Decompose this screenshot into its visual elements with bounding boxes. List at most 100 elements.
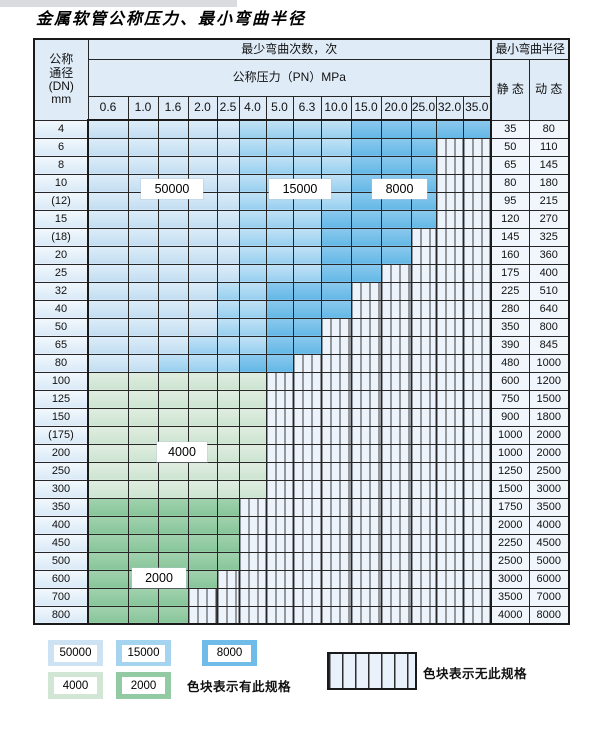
static-radius-cell: 350	[490, 317, 530, 337]
spec-cell-15000	[238, 263, 267, 283]
no-spec-cell	[292, 389, 322, 409]
no-spec-cell	[350, 461, 382, 481]
radius-header: 最小弯曲半径	[490, 38, 570, 60]
dynamic-radius-cell: 4000	[528, 515, 570, 535]
spec-cell-50000	[127, 155, 159, 175]
spec-cell-4000	[127, 407, 159, 427]
spec-cell-8000	[265, 353, 294, 373]
spec-cell-4000	[216, 461, 240, 481]
table-row: 700 3500 7000	[33, 587, 570, 607]
spec-cell-15000	[265, 227, 294, 247]
no-spec-cell	[462, 533, 492, 553]
no-spec-cell	[410, 389, 437, 409]
dynamic-radius-cell: 270	[528, 209, 570, 229]
no-spec-cell	[350, 551, 382, 571]
static-radius-cell: 480	[490, 353, 530, 373]
no-spec-cell	[380, 515, 412, 535]
cycle-label-15000: 15000	[269, 179, 331, 199]
spec-cell-2000	[87, 587, 129, 607]
no-spec-cell	[410, 407, 437, 427]
static-radius-cell: 95	[490, 191, 530, 211]
spec-cell-50000	[187, 119, 218, 139]
spec-cell-4000	[216, 389, 240, 409]
no-spec-cell	[410, 515, 437, 535]
spec-cell-8000	[380, 209, 412, 229]
spec-cell-2000	[127, 605, 159, 625]
static-radius-cell: 50	[490, 137, 530, 157]
spec-cell-50000	[216, 155, 240, 175]
dn-cell: 700	[33, 587, 89, 607]
no-spec-cell	[435, 587, 464, 607]
spec-cell-8000	[380, 227, 412, 247]
no-spec-cell	[265, 515, 294, 535]
no-spec-cell	[320, 497, 352, 517]
static-radius-cell: 1750	[490, 497, 530, 517]
no-spec-cell	[410, 317, 437, 337]
spec-cell-8000	[380, 245, 412, 265]
legend-no-spec-swatch	[327, 652, 417, 690]
table-row: 40 280 640	[33, 299, 570, 319]
cycle-label-50000: 50000	[141, 179, 203, 199]
spec-cell-50000	[216, 119, 240, 139]
static-radius-cell: 900	[490, 407, 530, 427]
no-spec-cell	[350, 497, 382, 517]
no-spec-cell	[380, 587, 412, 607]
spec-cell-50000	[216, 173, 240, 193]
no-spec-cell	[292, 443, 322, 463]
spec-cell-50000	[157, 119, 189, 139]
no-spec-cell	[435, 155, 464, 175]
spec-cell-50000	[87, 191, 129, 211]
spec-cell-2000	[216, 497, 240, 517]
legend-available-text: 色块表示有此规格	[187, 680, 292, 694]
dynamic-radius-cell: 8000	[528, 605, 570, 625]
table-row: 80 480 1000	[33, 353, 570, 373]
spec-cell-4000	[238, 443, 267, 463]
no-spec-cell	[435, 389, 464, 409]
spec-cell-8000	[265, 335, 294, 355]
no-spec-cell	[435, 533, 464, 553]
spec-cell-50000	[216, 137, 240, 157]
no-spec-cell	[265, 587, 294, 607]
dn-cell: 125	[33, 389, 89, 409]
spec-cell-4000	[157, 479, 189, 499]
no-spec-cell	[265, 407, 294, 427]
dynamic-header: 动 态	[528, 58, 570, 121]
static-radius-cell: 35	[490, 119, 530, 139]
spec-cell-8000	[265, 299, 294, 319]
table-row: 25 175 400	[33, 263, 570, 283]
dn-cell: (175)	[33, 425, 89, 445]
no-spec-cell	[435, 551, 464, 571]
table-body: 4 35 80 6 50 110 8 65 145 10 80 180 (12) 95 215 15 120 27…	[33, 119, 570, 625]
dn-cell: 20	[33, 245, 89, 265]
spec-cell-15000	[292, 227, 322, 247]
no-spec-cell	[410, 227, 437, 247]
no-spec-cell	[380, 335, 412, 355]
spec-cell-15000	[320, 137, 352, 157]
no-spec-cell	[410, 281, 437, 301]
spec-cell-50000	[127, 317, 159, 337]
spec-cell-50000	[127, 299, 159, 319]
static-radius-cell: 4000	[490, 605, 530, 625]
table-row: 100 600 1200	[33, 371, 570, 391]
no-spec-cell	[265, 461, 294, 481]
no-spec-cell	[187, 587, 218, 607]
spec-cell-8000	[350, 263, 382, 283]
spec-cell-2000	[127, 587, 159, 607]
spec-cell-15000	[187, 335, 218, 355]
dynamic-radius-cell: 845	[528, 335, 570, 355]
spec-cell-2000	[87, 515, 129, 535]
legend-swatch-label: 2000	[122, 677, 165, 694]
dn-cell: 350	[33, 497, 89, 517]
dynamic-radius-cell: 5000	[528, 551, 570, 571]
table-row: 125 750 1500	[33, 389, 570, 409]
table-row: 150 900 1800	[33, 407, 570, 427]
static-radius-cell: 80	[490, 173, 530, 193]
no-spec-cell	[380, 551, 412, 571]
spec-cell-4000	[187, 389, 218, 409]
spec-cell-15000	[292, 209, 322, 229]
spec-cell-4000	[238, 461, 267, 481]
spec-cell-8000	[435, 119, 464, 139]
spec-table: 公称 通径 (DN) mm 最少弯曲次数，次 最小弯曲半径 公称压力（PN）MP…	[33, 38, 570, 625]
dynamic-radius-cell: 800	[528, 317, 570, 337]
dn-cell: 65	[33, 335, 89, 355]
